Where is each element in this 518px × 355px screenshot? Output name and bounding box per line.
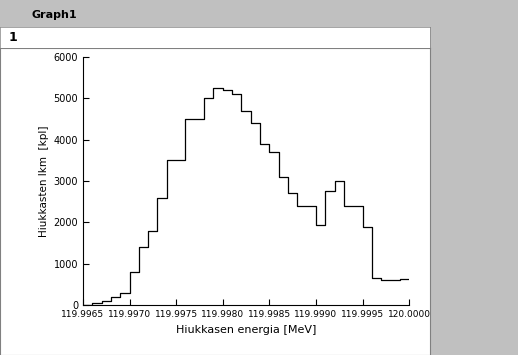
- Text: 1: 1: [9, 31, 17, 44]
- Text: Graph1: Graph1: [31, 10, 77, 20]
- Y-axis label: Hiukkasten lkm  [kpl]: Hiukkasten lkm [kpl]: [39, 125, 49, 237]
- X-axis label: Hiukkasen energia [MeV]: Hiukkasen energia [MeV]: [176, 325, 316, 335]
